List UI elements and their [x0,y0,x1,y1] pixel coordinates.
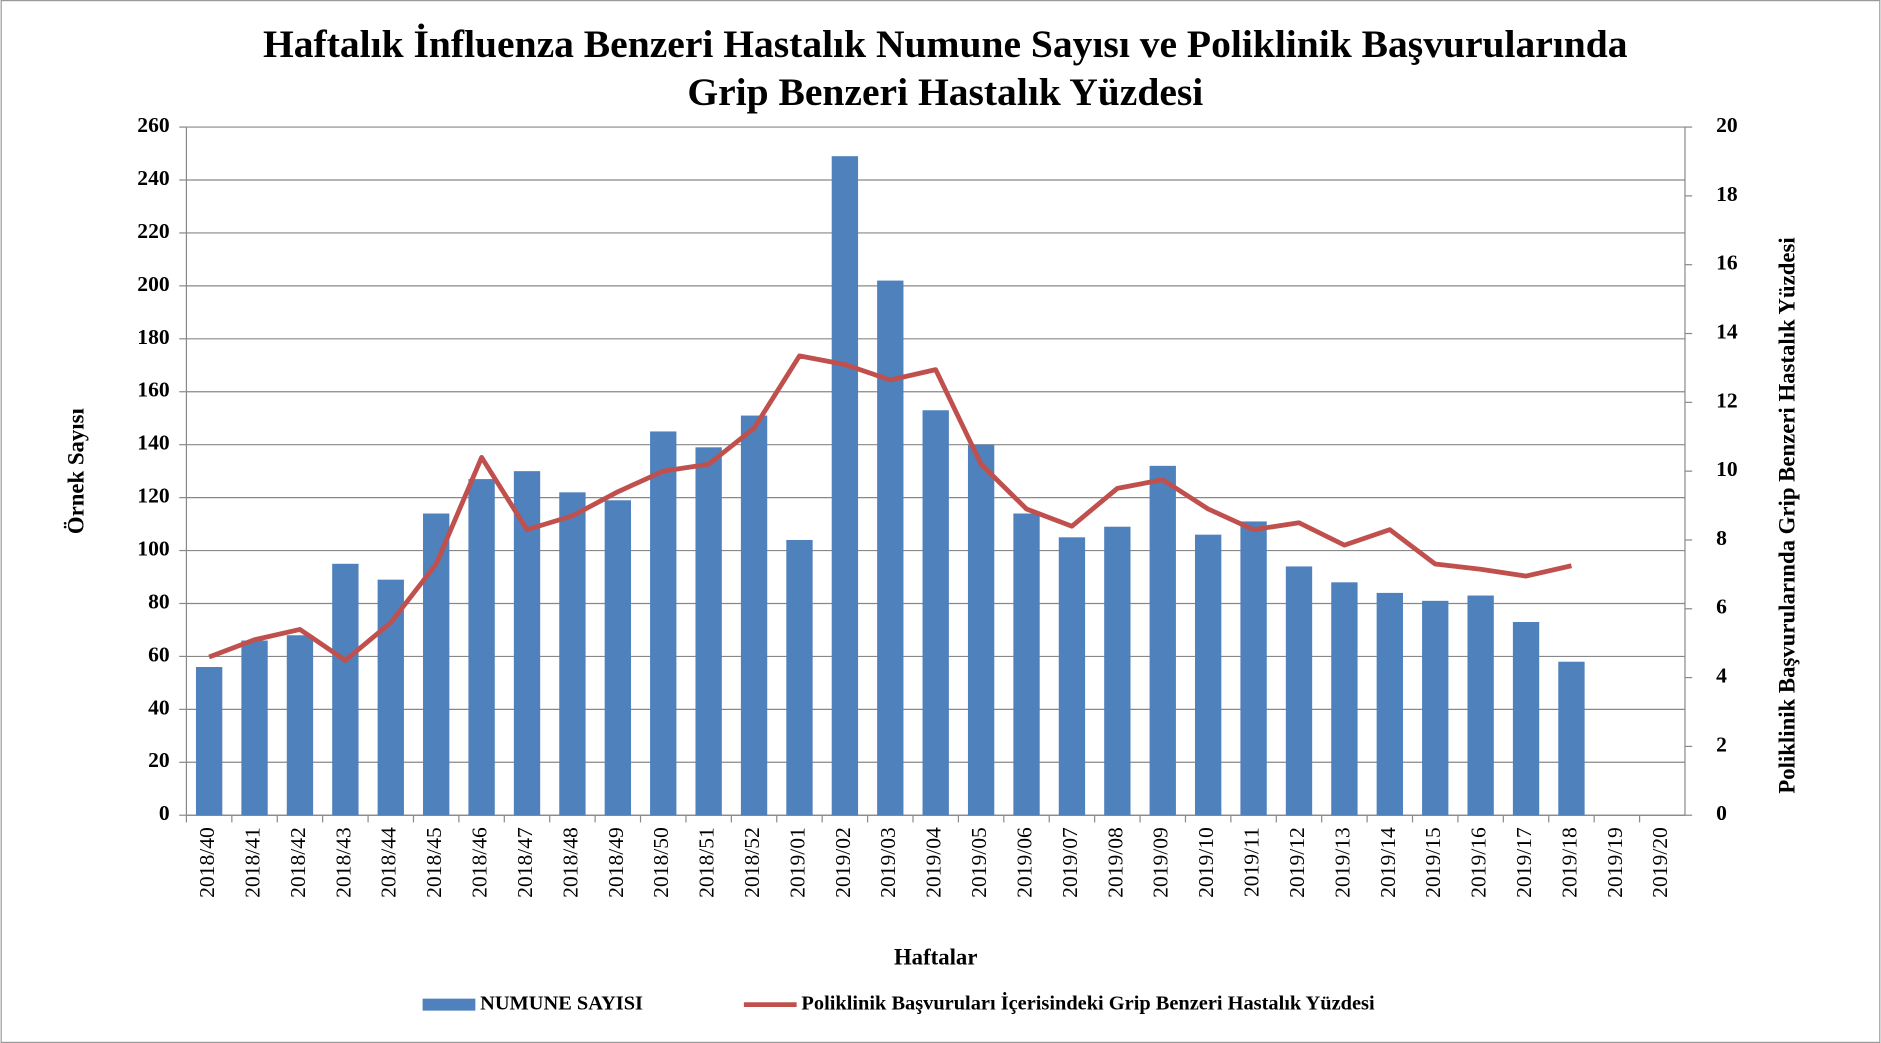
x-tick-label: 2019/13 [1330,827,1354,898]
x-tick-label: 2018/41 [240,827,264,898]
x-tick-label: 2018/51 [695,827,719,898]
x-tick-label: 2018/43 [331,827,355,898]
y-tick-label: 180 [137,325,169,349]
bar [377,579,404,816]
y2-tick-label: 12 [1716,388,1738,412]
x-tick-label: 2019/03 [876,827,900,898]
x-tick-label: 2019/08 [1103,827,1127,898]
bar [1467,595,1494,816]
bar [1058,537,1086,816]
bar [1512,622,1540,816]
x-tick-label: 2019/18 [1557,827,1581,898]
bar [922,410,949,816]
x-tick-label: 2018/40 [195,827,219,898]
x-tick-label: 2019/06 [1012,827,1036,898]
x-tick-label: 2018/46 [468,827,492,898]
bar [695,447,722,816]
legend-label: Poliklinik Başvuruları İçerisindeki Grip… [801,990,1375,1014]
x-tick-label: 2019/14 [1376,827,1400,898]
y-axis-label: Örnek Sayısı [64,408,89,534]
x-tick-label: 2019/07 [1058,827,1082,898]
bar [786,539,813,816]
chart-title: Haftalık İnfluenza Benzeri Hastalık Numu… [263,22,1628,66]
bar [332,563,359,816]
y2-axis-label: Poliklinik Başvurularında Grip Benzeri H… [1775,237,1800,793]
bar [241,640,268,816]
x-tick-label: 2019/19 [1603,827,1627,898]
bar [1285,566,1313,816]
x-tick-label: 2019/11 [1240,827,1264,897]
bar [1149,465,1176,816]
x-tick-label: 2019/20 [1648,827,1672,898]
y2-tick-label: 20 [1716,113,1738,137]
y2-tick-label: 0 [1716,801,1727,825]
x-tick-label: 2019/10 [1194,827,1218,898]
y-tick-label: 80 [148,589,170,613]
y-tick-label: 140 [137,431,169,455]
x-tick-label: 2019/17 [1512,827,1536,898]
x-tick-label: 2019/16 [1467,827,1491,898]
bar [877,280,904,816]
y2-tick-label: 10 [1716,457,1738,481]
y2-tick-label: 14 [1716,319,1738,343]
x-tick-label: 2018/42 [286,827,310,898]
x-tick-label: 2019/09 [1149,827,1173,898]
bar [1376,592,1403,816]
bar [967,444,995,816]
x-tick-label: 2019/15 [1421,827,1445,898]
bar [1195,534,1222,816]
y-tick-label: 160 [137,378,169,402]
x-tick-label: 2018/48 [558,827,582,898]
y-tick-label: 40 [148,695,170,719]
bar [286,635,314,816]
legend-label: NUMUNE SAYISI [480,992,643,1014]
bar [1422,600,1449,816]
bar [1013,513,1040,816]
legend-swatch [422,998,476,1011]
bar [650,431,677,816]
x-axis-label: Haftalar [894,944,977,969]
x-tick-label: 2019/12 [1285,827,1309,898]
chart-subtitle: Grip Benzeri Hastalık Yüzdesi [687,70,1203,114]
bar [468,479,495,816]
y2-tick-label: 6 [1716,595,1727,619]
bar [1104,526,1131,816]
y2-tick-label: 4 [1716,664,1727,688]
bar [604,500,631,816]
y2-tick-label: 2 [1716,732,1727,756]
y-tick-label: 100 [137,537,169,561]
line [208,353,1572,663]
bar [559,492,586,816]
bar [1240,521,1267,816]
y-tick-label: 200 [137,272,169,296]
x-tick-label: 2018/44 [377,827,401,898]
x-tick-label: 2018/50 [649,827,673,898]
x-tick-label: 2018/52 [740,827,764,898]
y-tick-label: 0 [159,801,170,825]
y-tick-label: 60 [148,642,170,666]
x-tick-label: 2019/04 [922,827,946,898]
bar [1331,582,1358,816]
bar [1558,661,1585,816]
y-tick-label: 120 [137,484,169,508]
bar [195,667,223,816]
x-tick-label: 2018/49 [604,827,628,898]
bar [513,471,541,816]
y-tick-label: 20 [148,748,170,772]
y-tick-label: 240 [137,166,169,190]
y2-tick-label: 18 [1716,182,1738,206]
y2-tick-label: 8 [1716,526,1727,550]
x-tick-label: 2019/02 [831,827,855,898]
x-tick-label: 2019/05 [967,827,991,898]
x-tick-label: 2018/45 [422,827,446,898]
y2-tick-label: 16 [1716,251,1738,275]
x-tick-label: 2019/01 [785,827,809,898]
x-tick-label: 2018/47 [513,827,537,898]
bar [740,415,768,816]
y-tick-label: 220 [137,219,169,243]
bar [831,156,859,816]
y-tick-label: 260 [137,113,169,137]
